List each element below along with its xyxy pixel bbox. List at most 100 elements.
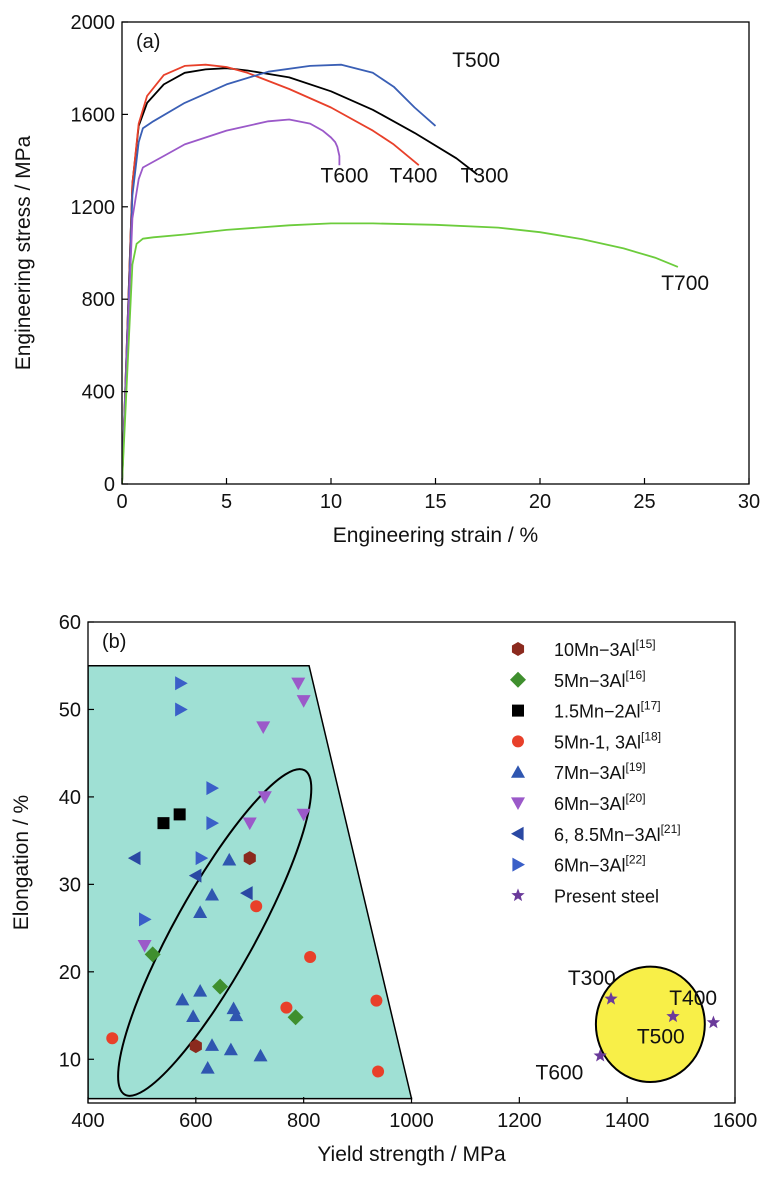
legend-entry-name: 7Mn−3Al (554, 763, 626, 783)
legend-entry-name: 1.5Mn−2Al (554, 702, 641, 722)
legend-marker (512, 735, 524, 748)
x-tick-label: 25 (633, 491, 655, 513)
data-point (593, 1048, 607, 1062)
x-tick-label: 15 (424, 491, 446, 513)
curve-label-t500: T500 (637, 1026, 685, 1049)
curve-label-t600: T600 (536, 1061, 584, 1084)
data-point (188, 868, 202, 883)
y-tick-label: 50 (59, 699, 81, 721)
x-tick-label: 800 (287, 1110, 320, 1132)
x-tick-label: 10 (320, 491, 342, 513)
y-tick-label: 400 (82, 382, 115, 404)
data-point (304, 950, 317, 963)
y-tick-label: 10 (59, 1049, 81, 1071)
x-tick-label: 400 (71, 1110, 104, 1132)
legend-marker (512, 857, 525, 872)
x-axis-label: Yield strength / MPa (317, 1143, 506, 1166)
data-point (253, 1048, 268, 1062)
data-point (287, 1009, 304, 1026)
series-line-t600 (122, 118, 341, 484)
legend-entry-ref: [22] (626, 853, 646, 867)
data-point (127, 851, 141, 866)
ellipse-literature (117, 768, 313, 1097)
legend-entry-name: 6Mn−3Al (554, 856, 626, 876)
data-point (257, 791, 272, 804)
x-tick-label: 1200 (497, 1110, 542, 1132)
data-point (240, 886, 253, 901)
data-point (242, 817, 257, 831)
legend-entry: 5Mn-1, 3Al[18] (554, 729, 661, 752)
data-point (291, 677, 306, 691)
legend-entry-name: 5Mn−3Al (554, 671, 626, 691)
data-point (706, 1015, 721, 1029)
data-point (195, 851, 209, 866)
legend-marker (511, 888, 525, 902)
data-point (206, 781, 220, 796)
data-point (205, 1038, 220, 1051)
panel-label: (a) (136, 31, 160, 53)
y-axis-label: Elongation / % (10, 795, 33, 930)
data-point (175, 702, 188, 717)
data-point (157, 817, 170, 830)
curve-label-t700: T700 (661, 272, 709, 295)
data-point (189, 1039, 202, 1054)
legend-entry-name: 10Mn−3Al (554, 640, 636, 660)
legend-entry-ref: [18] (641, 729, 661, 743)
legend-entry-ref: [15] (636, 637, 656, 651)
plot-area (88, 664, 721, 1100)
chart-a: 0 5 10 15 20 25 30 0 400 800 1200 1600 2000 Engineeri… (12, 12, 760, 547)
legend-entry: Present steel (554, 886, 659, 906)
ellipse-present-steel (594, 965, 706, 1084)
data-point (212, 978, 229, 995)
data-point (604, 991, 618, 1005)
chart-b: 400 600 800 1000 1200 1400 1600 10 20 30 40 50 60 Yie… (10, 612, 757, 1166)
data-point (296, 695, 311, 708)
plot-frame (121, 21, 750, 485)
data-point (186, 1009, 201, 1023)
series-line-t700 (122, 222, 679, 484)
x-tick-label: 0 (116, 491, 127, 513)
x-tick-label: 1600 (713, 1110, 758, 1132)
data-point (193, 905, 208, 918)
data-point (229, 1008, 244, 1022)
data-point (193, 984, 208, 997)
legend-entry: 10Mn−3Al[15] (554, 637, 656, 660)
data-point (175, 992, 190, 1006)
legend-entry: 7Mn−3Al[19] (554, 760, 646, 783)
data-point (280, 1001, 293, 1014)
panel-label: (b) (102, 631, 126, 653)
x-tick-label: 1400 (605, 1110, 650, 1132)
y-tick-label: 20 (59, 962, 81, 984)
y-tick-label: 1200 (71, 197, 116, 219)
legend: 10Mn−3Al[15] 5Mn−3Al[16] 1.5Mn−2Al[17] 5Mn-… (510, 637, 681, 906)
legend-marker (512, 704, 524, 717)
data-point (223, 1042, 238, 1056)
legend-marker (510, 671, 526, 688)
y-axis-label: Engineering stress / MPa (12, 135, 35, 370)
legend-entry-name: 5Mn-1, 3Al (554, 732, 641, 752)
data-point (222, 852, 237, 866)
curve-label-t300: T300 (568, 967, 616, 990)
data-point (250, 900, 263, 913)
data-point (137, 939, 152, 953)
x-tick-label: 30 (738, 491, 760, 513)
data-point (666, 1009, 680, 1023)
legend-entry-ref: [16] (626, 668, 646, 682)
data-point (173, 808, 186, 821)
series-line-t400 (122, 63, 420, 484)
curve-label-t400: T400 (390, 165, 438, 188)
plot-area (122, 63, 679, 484)
legend-entry: 6Mn−3Al[22] (554, 853, 646, 876)
legend-entry: 5Mn−3Al[16] (554, 668, 646, 691)
curve-label-t600: T600 (321, 165, 369, 188)
data-point (144, 946, 161, 963)
x-tick-label: 600 (179, 1110, 212, 1132)
data-point (370, 994, 383, 1007)
x-tick-label: 20 (529, 491, 551, 513)
legend-entry-name: 6, 8.5Mn−3Al (554, 825, 661, 845)
y-tick-label: 1600 (71, 104, 116, 126)
legend-marker (511, 826, 524, 841)
legend-entry: 6Mn−3Al[20] (554, 791, 646, 814)
legend-entry-name: 6Mn−3Al (554, 794, 626, 814)
